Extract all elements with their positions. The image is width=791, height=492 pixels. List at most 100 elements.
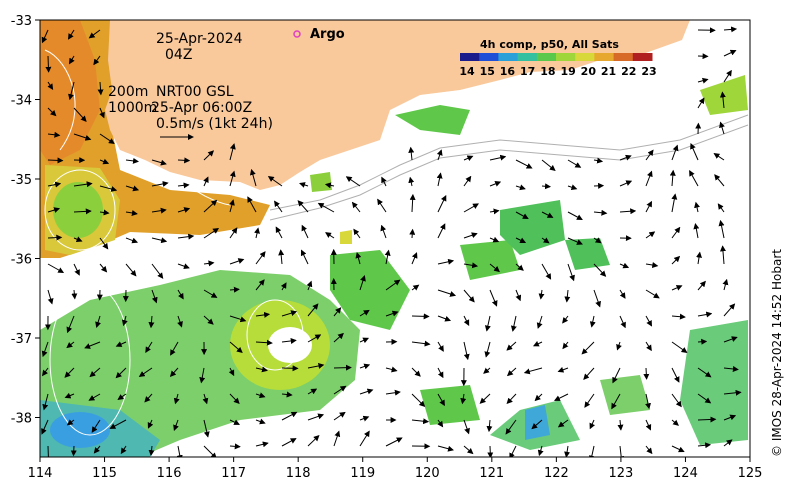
current-vector-arrow bbox=[333, 385, 347, 395]
current-vector-arrow bbox=[229, 443, 241, 450]
current-vector-arrow bbox=[645, 262, 659, 268]
argo-float-marker bbox=[293, 30, 301, 38]
x-axis: 114 115 116 117 118 119 120 121 122 123 124 125 bbox=[28, 457, 762, 481]
current-vector-arrow bbox=[173, 419, 179, 432]
current-vector-arrow bbox=[645, 200, 652, 213]
current-vector-arrow bbox=[317, 202, 335, 213]
current-vector-arrow bbox=[228, 199, 235, 213]
current-vector-arrow bbox=[324, 182, 335, 189]
current-vector-arrow bbox=[117, 393, 127, 400]
colorbar-tick-label: 14 bbox=[459, 65, 475, 78]
current-vector-arrow bbox=[173, 393, 180, 405]
current-vector-arrow bbox=[718, 219, 725, 239]
current-vector-arrow bbox=[73, 181, 93, 188]
current-vector-arrow bbox=[694, 201, 700, 213]
current-vector-arrow bbox=[359, 337, 370, 344]
current-vector-arrow bbox=[515, 289, 522, 302]
current-vector-arrow bbox=[281, 310, 298, 317]
current-vector-arrow bbox=[671, 313, 686, 320]
current-vector-arrow bbox=[203, 260, 215, 267]
current-vector-arrow bbox=[229, 170, 236, 187]
current-vector-arrow bbox=[671, 144, 679, 161]
current-vector-arrow bbox=[151, 180, 169, 187]
current-vector-arrow bbox=[84, 341, 101, 349]
current-vector-arrow bbox=[47, 289, 54, 305]
current-vector-arrow bbox=[645, 170, 653, 187]
current-vector-arrow bbox=[541, 159, 556, 172]
current-vector-arrow bbox=[307, 388, 318, 395]
hour-label: 04Z bbox=[165, 47, 192, 63]
current-vector-arrow bbox=[333, 364, 352, 371]
current-vector-arrow bbox=[229, 286, 240, 293]
current-vector-arrow bbox=[125, 157, 139, 164]
current-vector-arrow bbox=[359, 275, 366, 291]
current-vector-arrow bbox=[489, 263, 500, 273]
current-vector-arrow bbox=[645, 289, 660, 299]
current-vector-arrow bbox=[463, 419, 470, 435]
current-vector-arrow bbox=[437, 315, 452, 322]
current-vector-arrow bbox=[47, 234, 63, 241]
current-vector-arrow bbox=[333, 430, 341, 447]
current-vector-arrow bbox=[717, 203, 725, 213]
current-vector-arrow bbox=[99, 237, 109, 250]
current-vector-arrow bbox=[93, 445, 101, 454]
current-vector-arrow bbox=[228, 367, 235, 377]
current-vector-arrow bbox=[170, 341, 179, 356]
current-vector-arrow bbox=[541, 211, 554, 218]
current-vector-arrow bbox=[583, 367, 595, 380]
current-vector-arrow bbox=[697, 338, 708, 345]
current-vector-arrow bbox=[645, 445, 653, 455]
current-vector-arrow bbox=[169, 367, 179, 377]
current-vector-arrow bbox=[47, 107, 57, 117]
current-vector-arrow bbox=[381, 176, 387, 187]
x-tick-label: 116 bbox=[157, 466, 182, 481]
current-vector-arrow bbox=[151, 263, 164, 279]
current-vector-arrow bbox=[355, 252, 362, 265]
current-vector-arrow bbox=[73, 236, 83, 242]
current-vector-arrow bbox=[523, 367, 543, 375]
isobath-label-200: 200m bbox=[108, 84, 148, 100]
colorbar-tick-label: 18 bbox=[540, 65, 555, 78]
date-label: 25-Apr-2024 bbox=[156, 31, 243, 47]
current-vector-arrow bbox=[714, 174, 725, 187]
colorbar-tick-label: 21 bbox=[601, 65, 616, 78]
current-vector-arrow bbox=[515, 184, 526, 191]
x-tick-label: 124 bbox=[673, 466, 698, 481]
current-vector-arrow bbox=[643, 367, 650, 380]
current-vector-arrow bbox=[593, 263, 607, 277]
current-vector-arrow bbox=[616, 341, 622, 351]
current-vector-arrow bbox=[567, 211, 583, 220]
current-vector-arrow bbox=[41, 29, 49, 44]
current-vector-arrow bbox=[267, 176, 283, 187]
current-vector-arrow bbox=[70, 445, 77, 457]
y-tick-label: -38 bbox=[11, 412, 32, 427]
argo-label: Argo bbox=[310, 27, 345, 42]
y-axis: -33 -34 -35 -36 -37 -38 bbox=[11, 14, 40, 427]
current-vector-arrow bbox=[719, 121, 725, 135]
current-vector-arrow bbox=[541, 237, 550, 244]
current-vector-arrow bbox=[307, 363, 325, 369]
current-vector-arrow bbox=[484, 315, 491, 332]
current-vector-arrow bbox=[479, 393, 491, 404]
current-vector-arrow bbox=[41, 341, 49, 358]
current-vector-arrow bbox=[345, 176, 361, 187]
current-vector-arrow bbox=[411, 252, 418, 265]
current-vector-arrow bbox=[47, 81, 54, 90]
isobath-label-1000: 1000m bbox=[108, 100, 157, 116]
current-vector-arrow bbox=[618, 445, 625, 457]
current-vector-arrow bbox=[437, 367, 444, 379]
current-vector-arrow bbox=[697, 77, 709, 84]
current-vector-arrow bbox=[353, 228, 361, 239]
current-vector-arrow bbox=[617, 419, 624, 431]
current-vector-arrow bbox=[645, 341, 652, 352]
current-vector-arrow bbox=[671, 226, 681, 239]
y-tick-label: -34 bbox=[11, 94, 32, 109]
colorbar-swatch bbox=[613, 53, 634, 61]
current-vector-arrow bbox=[697, 442, 712, 449]
colorbar-swatch bbox=[556, 53, 576, 61]
current-vector-arrow bbox=[203, 419, 210, 438]
current-vector-arrow bbox=[151, 159, 167, 166]
current-vector-arrow bbox=[645, 149, 654, 161]
current-vector-arrow bbox=[280, 282, 287, 291]
current-vector-arrow bbox=[384, 249, 391, 265]
